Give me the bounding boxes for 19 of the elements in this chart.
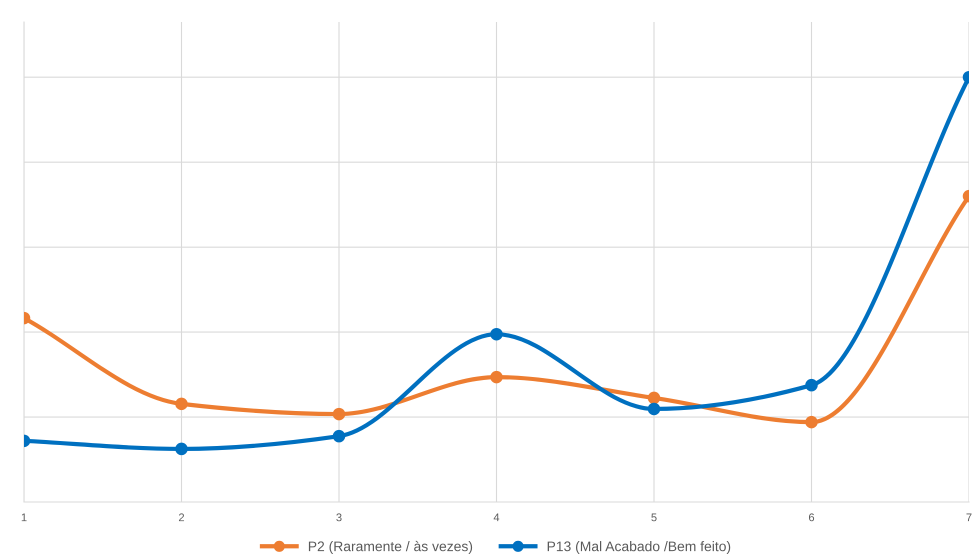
point bbox=[332, 408, 346, 420]
x-tick-label: 6 bbox=[808, 513, 814, 522]
point bbox=[175, 442, 188, 456]
point bbox=[648, 392, 660, 404]
point bbox=[490, 328, 503, 340]
x-tick-label: 2 bbox=[178, 513, 184, 522]
point bbox=[805, 378, 818, 392]
point bbox=[332, 430, 346, 442]
point bbox=[175, 398, 188, 410]
x-tick-label: 1 bbox=[22, 514, 27, 522]
x-tick-label: 3 bbox=[336, 513, 342, 522]
legend-label: P2 (Raramente / às vezes) bbox=[308, 540, 472, 554]
point bbox=[490, 370, 503, 384]
legend-label: P13 (Mal Acabado /Bem feito) bbox=[548, 541, 730, 554]
x-tick-label: 5 bbox=[651, 514, 657, 522]
point bbox=[805, 416, 818, 428]
x-tick-label: 7 bbox=[966, 514, 972, 522]
x-tick-label: 4 bbox=[494, 514, 500, 522]
point bbox=[648, 402, 660, 416]
